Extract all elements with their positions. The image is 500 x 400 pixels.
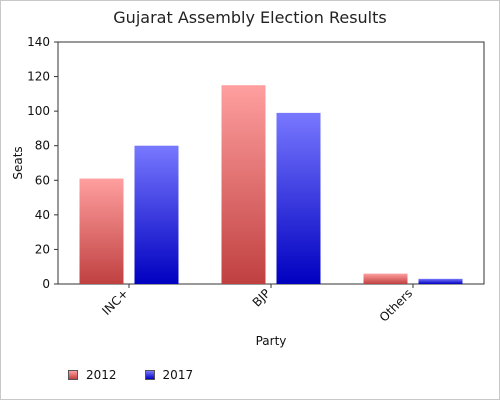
y-tick-label: 20 [35,242,50,256]
x-tick-label: INC+ [99,286,131,318]
legend-label-2012: 2012 [86,368,117,382]
legend-item-2017: 2017 [144,368,194,382]
chart-title: Gujarat Assembly Election Results [113,8,387,27]
x-tick-label: Others [377,286,415,324]
y-tick-label: 140 [27,35,50,49]
x-axis-title: Party [256,334,287,348]
legend-swatch-2012 [68,370,78,380]
bar-bjp-2017 [276,112,321,284]
bar-others-2012 [363,273,408,284]
bar-inc-2012 [79,178,124,284]
y-axis-title: Seats [11,146,25,179]
y-tick-label: 40 [35,208,50,222]
bar-others-2017 [418,278,463,284]
legend-swatch-2017 [144,370,155,380]
y-tick-label: 0 [42,277,50,291]
legend: 2012 2017 [68,368,193,382]
x-tick-label: BJP [250,286,273,309]
y-tick-label: 120 [27,70,50,84]
bar-bjp-2012 [221,85,266,284]
bar-inc-2017 [134,145,179,284]
legend-label-2017: 2017 [162,368,194,382]
legend-item-2012: 2012 [68,368,117,382]
y-tick-label: 60 [35,173,50,187]
y-tick-label: 100 [27,104,50,118]
y-tick-label: 80 [35,139,50,153]
